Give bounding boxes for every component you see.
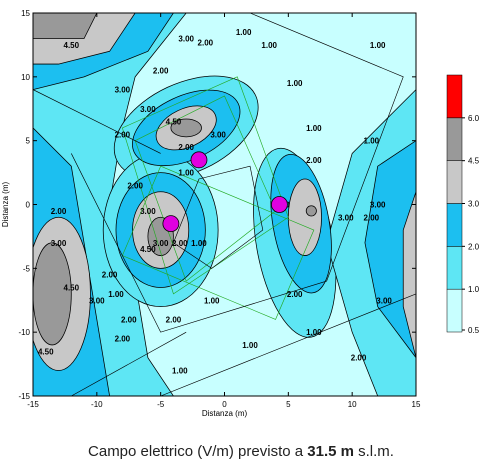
colorbar-band (446, 203, 463, 247)
x-tick-label: -10 (91, 400, 103, 409)
contour-label: 3.00 (140, 207, 156, 216)
contour-label: 4.50 (38, 347, 54, 356)
contour-label: 3.00 (210, 130, 226, 139)
colorbar-band (446, 246, 463, 290)
contour-label: 2.00 (364, 213, 380, 222)
x-tick-label: -5 (157, 400, 165, 409)
title-part: 31.5 m (307, 443, 354, 460)
contour-label: 1.00 (204, 296, 220, 305)
contour-label: 2.00 (153, 66, 169, 75)
contour-label: 2.00 (287, 290, 303, 299)
marker (162, 215, 180, 233)
y-tick-label: 15 (21, 9, 30, 18)
contour-label: 1.00 (172, 366, 188, 375)
outline (33, 13, 416, 396)
x-tick-label: -15 (27, 400, 39, 409)
contour-field (33, 13, 416, 396)
colorbar-band (446, 160, 463, 204)
contour-label: 1.00 (108, 290, 124, 299)
x-tick-label: 10 (348, 400, 357, 409)
contour-label: 3.00 (115, 86, 131, 95)
contour-label: 4.50 (64, 283, 80, 292)
contour-label: 2.00 (166, 315, 182, 324)
contour-label: 2.00 (198, 38, 214, 47)
contour-label: 2.00 (115, 130, 131, 139)
contour-label: 3.00 (140, 105, 156, 114)
region (402, 191, 416, 358)
x-tick-label: 0 (222, 400, 227, 409)
colorbar-label: 2.0 (468, 242, 480, 251)
y-tick-label: -5 (23, 264, 31, 273)
contour-label: 2.00 (127, 181, 143, 190)
contour-label: 1.00 (236, 28, 252, 37)
contour-label: 3.00 (376, 296, 392, 305)
x-axis-label: Distanza (m) (202, 409, 248, 418)
y-axis-label: Distanza (m) (1, 181, 10, 227)
y-tick-label: 10 (21, 73, 30, 82)
chart-title: Campo elettrico (V/m) previsto a 31.5 m … (88, 443, 394, 460)
contour-label: 1.00 (178, 169, 194, 178)
contour-label: 1.00 (191, 239, 207, 248)
contour-label: 4.50 (166, 118, 182, 127)
contour-label: 1.00 (306, 124, 322, 133)
marker (270, 196, 288, 213)
contour-label: 4.50 (140, 245, 156, 254)
region (170, 118, 202, 138)
contour-label: 1.00 (242, 341, 258, 350)
contour-label: 1.00 (287, 79, 303, 88)
colorbar-label: 3.0 (468, 200, 480, 209)
region (305, 205, 317, 217)
colorbar-label: 4.5 (468, 157, 480, 166)
colorbar-label: 1.0 (468, 285, 480, 294)
y-tick-label: 0 (26, 201, 31, 210)
contour-label: 3.00 (338, 213, 354, 222)
contour-label: 2.00 (102, 271, 118, 280)
marker (190, 151, 208, 169)
contour-label: 1.00 (364, 137, 380, 146)
contour-label: 1.00 (370, 41, 386, 50)
contour-label: 1.00 (306, 328, 322, 337)
y-tick-label: 5 (26, 137, 31, 146)
title-part: Campo elettrico (V/m) previsto a (88, 443, 304, 460)
contour-label: 2.00 (115, 335, 131, 344)
contour-label: 4.50 (64, 41, 80, 50)
y-tick-label: -10 (18, 328, 30, 337)
contour-label: 3.00 (51, 239, 67, 248)
region (287, 178, 322, 256)
contour-label: 3.00 (370, 201, 386, 210)
contour-label: 2.00 (51, 207, 67, 216)
contour-label: 3.00 (178, 35, 194, 44)
contour-label: 3.00 (89, 296, 105, 305)
x-tick-label: 15 (412, 400, 421, 409)
colorbar-band (446, 117, 463, 161)
contour-label: 1.00 (261, 41, 277, 50)
title-part: s.l.m. (358, 443, 394, 460)
region (33, 242, 72, 346)
colorbar-label: 0.5 (468, 326, 480, 335)
region (33, 13, 98, 39)
contour-label: 2.00 (178, 143, 194, 152)
colorbar-band (446, 74, 463, 119)
contour-label: 2.00 (121, 315, 137, 324)
colorbar-label: 6.0 (468, 114, 480, 123)
contour-label: 3.00 (153, 239, 169, 248)
x-tick-label: 5 (286, 400, 291, 409)
colorbar-band (446, 288, 463, 333)
contour-label: 2.00 (351, 354, 367, 363)
y-tick-label: -15 (18, 392, 30, 401)
contour-label: 2.00 (306, 156, 322, 165)
contour-label: 2.00 (172, 239, 188, 248)
